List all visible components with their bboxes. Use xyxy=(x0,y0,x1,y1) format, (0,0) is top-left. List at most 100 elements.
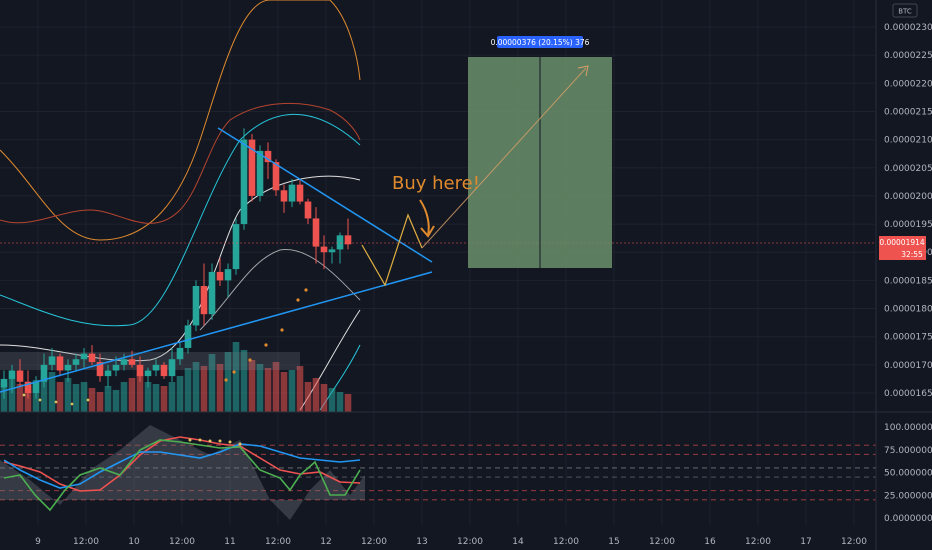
candle-body[interactable] xyxy=(280,190,288,202)
candle-body[interactable] xyxy=(144,370,152,377)
time-tick-label: 16 xyxy=(704,537,716,547)
candle-body[interactable] xyxy=(128,359,136,365)
candle-body[interactable] xyxy=(216,271,224,281)
candle-body[interactable] xyxy=(96,362,104,377)
time-tick-label: 15 xyxy=(608,537,619,547)
candle-body[interactable] xyxy=(152,364,160,371)
candle-body[interactable] xyxy=(176,347,184,360)
volume-bar xyxy=(248,360,256,412)
countdown-text: 32:55 xyxy=(901,250,923,259)
parabolic-sar xyxy=(22,288,308,406)
target-tag: 0.00000376 (20.15%) 376 xyxy=(491,36,590,48)
candle-body[interactable] xyxy=(56,356,64,371)
candle-body[interactable] xyxy=(328,249,336,253)
candle-body[interactable] xyxy=(48,356,56,365)
currency-badge[interactable]: BTC xyxy=(892,3,918,18)
candle-body[interactable] xyxy=(80,353,88,360)
volume-bar xyxy=(304,382,312,412)
candle-body[interactable] xyxy=(8,370,16,379)
volume-bar xyxy=(336,392,344,412)
candle-body[interactable] xyxy=(32,381,40,393)
volume-bar xyxy=(80,382,88,412)
candle-body[interactable] xyxy=(304,201,312,219)
volume-bar xyxy=(192,362,200,412)
oscillator-pane xyxy=(0,425,876,520)
annotation-arrow-head xyxy=(420,225,435,238)
volume-bar xyxy=(48,372,56,412)
annotation-arrow xyxy=(419,199,430,236)
candle-body[interactable] xyxy=(136,364,144,377)
candles[interactable] xyxy=(0,128,352,399)
sar-dot xyxy=(232,370,236,374)
candle-body[interactable] xyxy=(120,359,128,365)
volume-bar xyxy=(176,376,184,412)
target-zone[interactable] xyxy=(421,57,612,268)
last-price-tag: 0.00001914 32:55 xyxy=(879,236,926,260)
candle-body[interactable] xyxy=(24,381,32,393)
candle-body[interactable] xyxy=(256,150,264,196)
projected-zigzag xyxy=(361,213,423,287)
time-tick-label: 12:00 xyxy=(649,537,675,547)
candle-body[interactable] xyxy=(168,359,176,377)
candle-body[interactable] xyxy=(288,184,296,202)
candle-body[interactable] xyxy=(224,269,232,281)
volume-bar xyxy=(64,378,72,412)
candle-body[interactable] xyxy=(184,325,192,348)
volume-ma-band xyxy=(0,352,300,370)
sar-dot xyxy=(54,400,58,404)
volume-bar xyxy=(200,366,208,412)
candle-body[interactable] xyxy=(0,378,8,388)
candle-body[interactable] xyxy=(248,139,256,196)
sar-dot xyxy=(296,298,300,302)
candle-body[interactable] xyxy=(104,370,112,377)
sar-dot xyxy=(304,288,308,292)
candle-body[interactable] xyxy=(112,364,120,371)
time-tick-label: 10 xyxy=(128,537,140,547)
time-tick-label: 12:00 xyxy=(841,537,867,547)
volume-bar xyxy=(96,392,104,412)
volume-bar xyxy=(112,390,120,412)
candle-body[interactable] xyxy=(88,353,96,363)
last-price-text: 0.00001914 xyxy=(879,238,925,247)
time-tick-label: 11 xyxy=(224,537,235,547)
volume-bar xyxy=(88,388,96,412)
resistance-trendline[interactable] xyxy=(217,127,433,263)
candle-body[interactable] xyxy=(344,235,352,245)
candle-body[interactable] xyxy=(296,184,304,202)
volume-bar xyxy=(224,352,232,412)
sar-dot xyxy=(38,398,42,402)
candle-body[interactable] xyxy=(192,286,200,326)
candle-body[interactable] xyxy=(336,235,344,250)
candle-body[interactable] xyxy=(312,218,320,247)
grid xyxy=(0,0,875,525)
candle-body[interactable] xyxy=(200,286,208,315)
volume-bar xyxy=(272,362,280,412)
candle-body[interactable] xyxy=(40,364,48,382)
support-trendline[interactable] xyxy=(0,271,433,393)
candle-body[interactable] xyxy=(264,150,272,163)
candle-body[interactable] xyxy=(232,224,240,270)
candle-body[interactable] xyxy=(16,370,24,382)
candle-body[interactable] xyxy=(320,246,328,253)
candle-body[interactable] xyxy=(160,364,168,377)
oscillator-tick-label: 25.00000000 xyxy=(884,491,932,501)
trendlines[interactable] xyxy=(0,127,876,393)
volume-bar xyxy=(344,394,352,412)
candle-body[interactable] xyxy=(240,139,248,225)
candle-body[interactable] xyxy=(208,271,216,315)
basis-line-2 xyxy=(199,249,361,331)
candle-body[interactable] xyxy=(64,364,72,371)
volume-bar xyxy=(72,384,80,412)
sar-dot xyxy=(22,393,26,397)
stoch-k-line xyxy=(3,443,361,489)
volume-bar xyxy=(128,378,136,412)
volume-bar xyxy=(152,384,160,412)
volume-bar xyxy=(56,382,64,412)
candle-body[interactable] xyxy=(272,162,280,191)
time-tick-label: 12:00 xyxy=(169,537,195,547)
candle-body[interactable] xyxy=(72,359,80,365)
